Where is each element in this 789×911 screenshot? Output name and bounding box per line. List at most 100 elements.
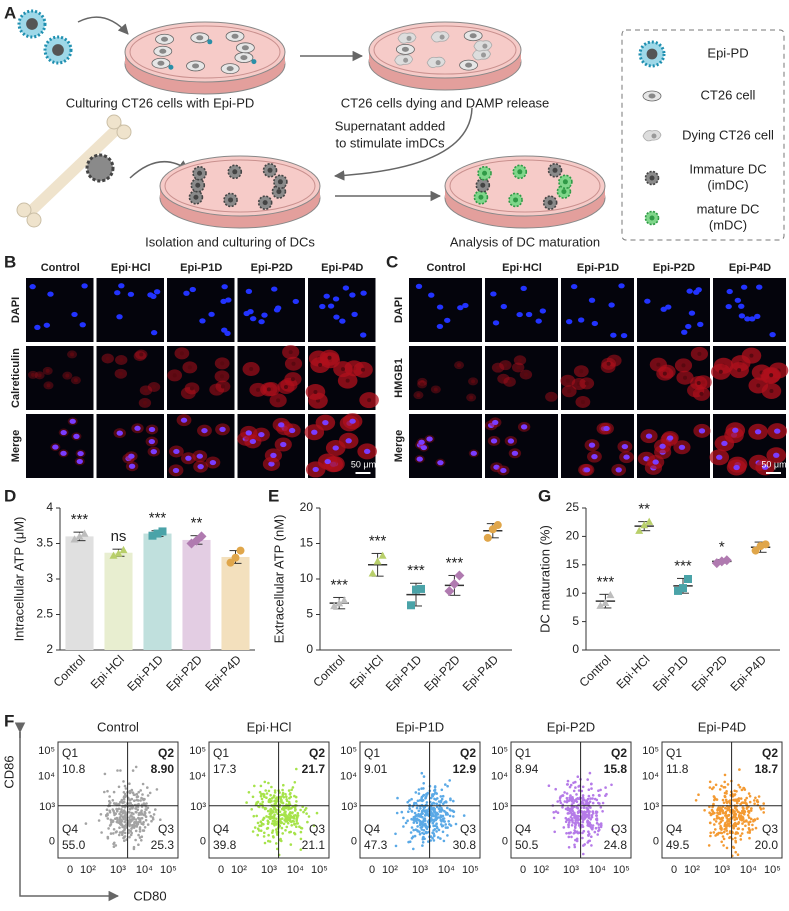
event-dot: [567, 812, 571, 815]
quadrant-name: Q4: [213, 822, 229, 836]
flow-x-tick: 0: [369, 864, 375, 876]
event-dot: [134, 807, 138, 810]
event-dot: [740, 818, 744, 822]
bone-end: [106, 114, 122, 130]
quadrant-value: 17.3: [213, 762, 237, 776]
event-dot: [597, 789, 600, 792]
nucleus: [128, 463, 136, 469]
event-dot: [569, 783, 573, 787]
micrograph-bg: [485, 346, 558, 410]
nucleus: [591, 320, 599, 327]
event-dot: [109, 818, 113, 822]
event-dot: [272, 836, 275, 839]
event-dot: [133, 799, 136, 802]
x-tick-label: Epi·HCl: [613, 652, 652, 691]
event-dot: [448, 779, 452, 782]
event-dot: [565, 832, 568, 835]
nanoparticle: [251, 59, 257, 65]
event-dot: [559, 801, 563, 804]
event-dot: [413, 811, 417, 815]
event-dot: [295, 825, 298, 828]
event-dot: [396, 796, 399, 800]
event-dot: [431, 813, 435, 817]
event-dot: [131, 791, 135, 794]
event-dot: [754, 826, 758, 830]
event-dot: [420, 798, 423, 802]
event-dot: [131, 769, 135, 772]
event-dot: [112, 790, 116, 794]
event-dot: [454, 822, 458, 826]
quadrant-value: 15.8: [604, 762, 628, 776]
data-point: [70, 535, 79, 543]
y-tick-label: 3.5: [36, 536, 53, 550]
event-dot: [571, 796, 574, 799]
nucleus: [620, 332, 628, 339]
debris: [406, 35, 412, 41]
event-dot: [112, 845, 116, 848]
event-dot: [738, 785, 742, 789]
event-dot: [290, 811, 294, 815]
event-dot: [123, 820, 126, 824]
nucleus: [185, 455, 192, 461]
event-dot: [429, 796, 433, 800]
event-dot: [269, 808, 272, 811]
micrograph: [26, 278, 94, 342]
significance: **: [638, 501, 650, 518]
micrograph: [713, 278, 786, 342]
event-dot: [439, 814, 443, 817]
event-dot: [256, 833, 260, 837]
event-dot: [417, 818, 421, 822]
event-dot: [402, 825, 405, 828]
y-tick-label: 5: [306, 607, 313, 621]
nucleus-shadow: [220, 384, 225, 389]
event-dot: [123, 784, 127, 788]
event-dot: [413, 834, 417, 838]
event-dot: [757, 795, 761, 798]
nucleus: [349, 292, 356, 298]
event-dot: [762, 802, 765, 805]
event-dot: [256, 821, 260, 825]
event-dot: [142, 820, 145, 824]
event-dot: [433, 802, 436, 805]
quadrant-value: 47.3: [364, 838, 388, 852]
event-dot: [574, 786, 577, 789]
nucleus-shadow: [73, 378, 78, 383]
event-dot: [725, 846, 729, 850]
nucleus: [507, 438, 515, 444]
nucleus: [769, 332, 776, 338]
event-dot: [578, 831, 581, 834]
event-dot: [414, 791, 418, 794]
flow-plot: Q1 11.8 Q2 18.7 Q3 20.0 Q4 49.5: [661, 741, 783, 859]
event-dot: [740, 812, 743, 815]
event-dot: [417, 788, 421, 791]
event-dot: [747, 823, 751, 826]
nucleus: [547, 200, 553, 206]
event-dot: [151, 816, 155, 819]
micrograph: [305, 346, 379, 410]
quadrant-value: 50.5: [515, 838, 539, 852]
quadrant-name: Q2: [611, 746, 627, 760]
event-dot: [725, 792, 728, 795]
event-dot: [587, 794, 591, 798]
nucleus: [490, 438, 498, 444]
nucleus: [678, 444, 686, 450]
nucleus: [697, 321, 704, 327]
column-header: Epi·HCl: [502, 262, 542, 274]
flow-y-tick: 10³: [39, 801, 55, 813]
nucleus: [128, 453, 135, 459]
x-tick-label: Epi-P4D: [460, 652, 502, 694]
event-dot: [737, 799, 741, 802]
event-dot: [269, 811, 272, 815]
nucleus: [351, 311, 358, 317]
event-dot: [442, 839, 446, 843]
event-dot: [263, 831, 266, 835]
event-dot: [462, 814, 466, 817]
nucleus: [754, 313, 761, 319]
event-dot: [128, 789, 132, 793]
event-dot: [739, 797, 743, 800]
flow-y-tick: 10³: [190, 801, 206, 813]
event-dot: [262, 835, 266, 838]
nucleus: [267, 167, 273, 173]
debris: [482, 43, 488, 49]
nucleus-shadow: [313, 389, 318, 394]
